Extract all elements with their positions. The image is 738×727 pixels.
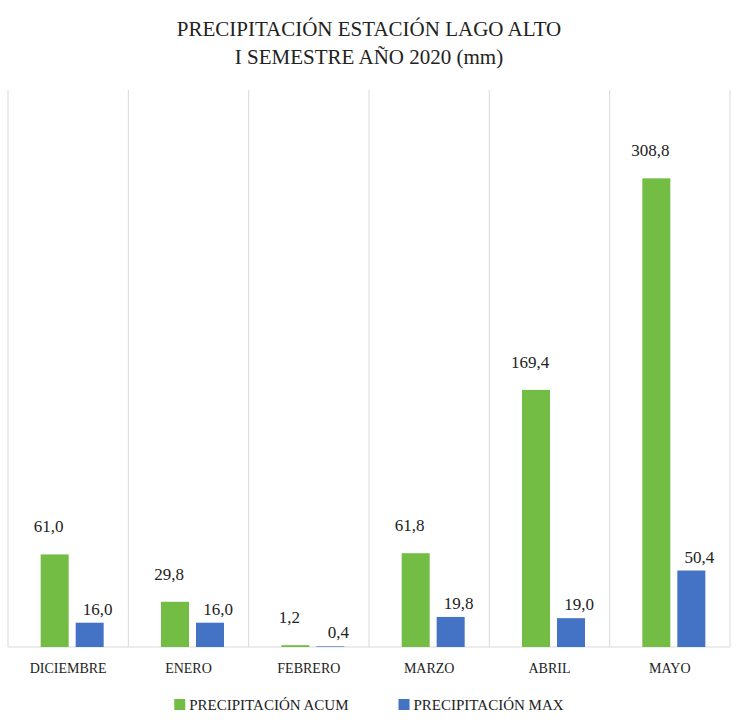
- bar: [196, 623, 224, 647]
- tick-label: ENERO: [165, 661, 212, 676]
- bar: [41, 554, 69, 647]
- data-label: 16,0: [83, 600, 113, 619]
- legend-swatch: [399, 699, 410, 710]
- bar: [557, 618, 585, 647]
- data-label: 19,8: [444, 594, 474, 613]
- tick-label: MARZO: [404, 661, 455, 676]
- legend-label: PRECIPITACIÓN MAX: [414, 697, 564, 713]
- title: PRECIPITACIÓN ESTACIÓN LAGO ALTO I SEMEST…: [177, 17, 562, 69]
- legend-swatch: [174, 699, 185, 710]
- data-label: 50,4: [684, 548, 714, 567]
- data-label: 29,8: [154, 565, 184, 584]
- tick-label: ABRIL: [529, 661, 571, 676]
- grid-line: [248, 90, 249, 647]
- axis-line: [8, 647, 730, 648]
- title-line: I SEMESTRE AÑO 2020 (mm): [235, 45, 503, 69]
- grid-line: [8, 90, 9, 647]
- bar: [522, 390, 550, 647]
- data-label: 16,0: [203, 600, 233, 619]
- tick-label: DICIEMBRE: [30, 661, 107, 676]
- bar: [161, 602, 189, 647]
- data-label: 1,2: [279, 608, 300, 627]
- data-labels: 61,0 29,8 1,2 61,8 169,4 308,8 16,0 16,0 0,4 19,8…: [34, 141, 715, 642]
- data-label: 0,4: [328, 623, 350, 642]
- data-label: 19,0: [564, 595, 594, 614]
- bar: [642, 178, 670, 647]
- title-line: PRECIPITACIÓN ESTACIÓN LAGO ALTO: [177, 17, 562, 41]
- tick-label: MAYO: [649, 661, 691, 676]
- tick-label: FEBRERO: [277, 661, 340, 676]
- bar: [281, 645, 309, 647]
- data-label: 61,0: [34, 517, 64, 536]
- bar: [316, 646, 344, 647]
- data-label: 169,4: [511, 353, 550, 372]
- grid-line: [369, 90, 370, 647]
- bar: [437, 617, 465, 647]
- bar: [76, 623, 104, 647]
- chart: PRECIPITACIÓN ESTACIÓN LAGO ALTO I SEMEST…: [0, 0, 738, 727]
- grid-line: [609, 90, 610, 647]
- bar: [677, 571, 705, 647]
- data-label: 61,8: [395, 516, 425, 535]
- grid-line: [730, 90, 731, 647]
- bars: [41, 178, 706, 647]
- legend-label: PRECIPITACIÓN ACUM: [189, 697, 348, 713]
- legend: PRECIPITACIÓN ACUM PRECIPITACIÓN MAX: [174, 697, 563, 713]
- grid-line: [128, 90, 129, 647]
- grid-line: [489, 90, 490, 647]
- bar: [402, 553, 430, 647]
- data-label: 308,8: [631, 141, 669, 160]
